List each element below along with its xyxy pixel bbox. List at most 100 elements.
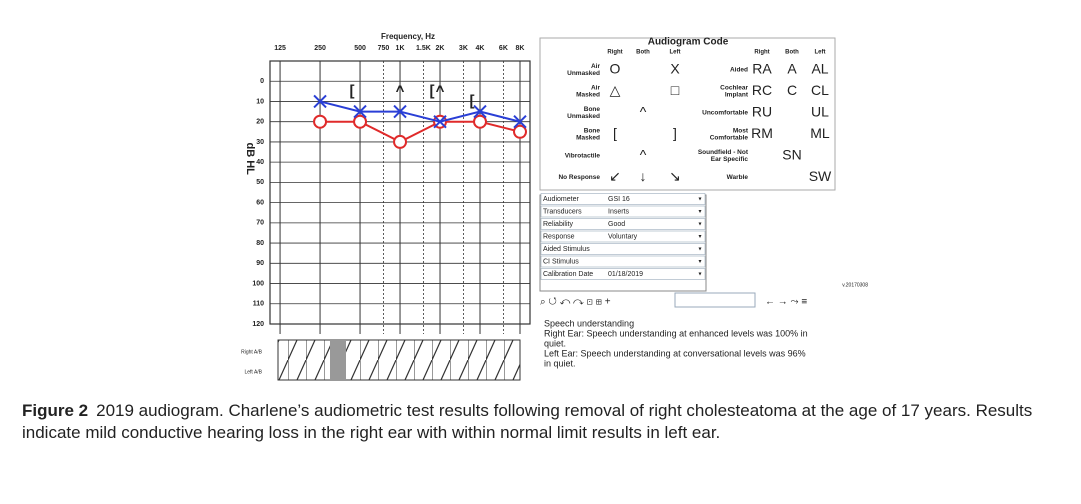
y-tick-label: 100 [252,280,264,287]
note-line: quiet. [544,338,566,348]
code-symbol: △ [610,82,621,98]
code-symbol: ↓ [640,168,647,184]
marker [473,104,487,119]
marker [393,104,407,119]
dropdown[interactable]: ▾ [698,222,701,228]
code-symbol: [ [613,125,617,141]
code-label: Bone [584,106,601,113]
code-label: Air [591,63,601,70]
settings-value: 01/18/2019 [608,271,643,278]
caption: Figure 2 2019 audiogram. Charlene’s audio… [22,400,1062,444]
settings-row [540,230,706,243]
code-header: Both [785,50,799,56]
settings-label: Reliability [543,221,573,228]
settings-row [540,268,706,280]
caption-label: Figure 2 [22,401,89,420]
dropdown[interactable]: ▾ [698,272,701,278]
caption-text: 2019 audiogram. Charlene’s audiometric t… [22,401,1033,442]
settings-label: Calibration Date [543,271,593,278]
marker [313,114,328,129]
code-symbol: O [610,61,621,77]
marker [513,114,527,129]
settings-value: GSI 16 [608,196,630,203]
note-line: Speech understanding [544,318,634,328]
settings-label: Aided Stimulus [543,246,590,253]
y-tick-label: 80 [256,240,264,247]
code-symbol: C [787,82,797,98]
code-header: Both [636,50,650,56]
ab-block [330,340,346,380]
x-axis-title: Frequency, Hz [381,32,435,41]
code-symbol: ↘ [669,168,681,184]
code-label: Comfortable [710,135,749,142]
marker [353,104,367,119]
settings-row [540,243,706,255]
x-tick-label: 4K [476,45,485,52]
dropdown[interactable]: ▾ [698,209,701,215]
y-tick-label: 40 [256,159,264,166]
dropdown[interactable]: ▾ [698,247,701,253]
code-symbol: ML [810,125,830,141]
x-tick-label: 1.5K [416,45,431,52]
settings-row [540,205,706,218]
code-symbol: SN [782,147,801,163]
code-label: Soundfield - Not [698,149,749,156]
settings-label: Audiometer [543,196,579,203]
y-tick-label: 20 [256,119,264,126]
marker: [ [350,82,355,99]
dropdown[interactable]: ▾ [698,259,701,265]
code-box [539,37,836,191]
code-header: Left [670,50,681,56]
marker [313,94,327,109]
code-symbol: SW [809,168,832,184]
code-label: Air [591,85,601,92]
x-tick-label: 1K [396,45,405,52]
marker [353,114,368,129]
y-tick-label: 90 [256,260,264,267]
ab-label: Right A/B [241,349,263,355]
marker [433,114,447,129]
marker: [ [470,92,475,109]
y-tick-label: 70 [256,220,264,227]
settings-value: Voluntary [608,233,638,240]
x-tick-label: 6K [499,45,508,52]
code-label: Uncomfortable [702,110,748,117]
series-line [320,120,521,144]
code-symbol: ^ [640,147,647,163]
x-tick-label: 250 [314,45,326,52]
code-header: Right [754,50,769,56]
settings-row [540,193,706,205]
y-tick-label: 110 [253,301,264,308]
dropdown[interactable]: ▾ [698,234,701,240]
code-symbol: AL [811,61,828,77]
marker [513,124,528,139]
settings-value: Good [608,221,625,228]
y-tick-label: 50 [256,179,264,186]
settings-label: CI Stimulus [543,258,579,265]
code-label: Masked [576,135,600,142]
code-title: Audiogram Code [648,37,729,48]
code-label: Vibrotactile [565,153,601,160]
code-label: Masked [576,92,600,99]
note-line: Left Ear: Speech understanding at conver… [544,348,806,358]
code-label: Implant [725,92,749,99]
code-label: Most [733,128,749,135]
x-tick-label: 125 [274,45,286,52]
x-tick-label: 2K [436,45,445,52]
code-symbol: RA [752,61,772,77]
settings-label: Transducers [543,208,582,215]
marker [473,114,488,129]
note-line: Right Ear: Speech understanding at enhan… [544,328,808,338]
marker: ^ [396,82,405,99]
code-label: Cochlear [720,85,748,92]
dropdown[interactable]: ▾ [698,197,701,203]
code-symbol: □ [671,82,680,98]
input-box [674,292,756,308]
code-symbol: X [670,61,680,77]
marker [393,134,408,149]
y-axis-title: dB HL [244,143,256,176]
settings-row [540,218,706,230]
code-symbol: ^ [640,104,647,120]
y-tick-label: 60 [256,199,264,206]
